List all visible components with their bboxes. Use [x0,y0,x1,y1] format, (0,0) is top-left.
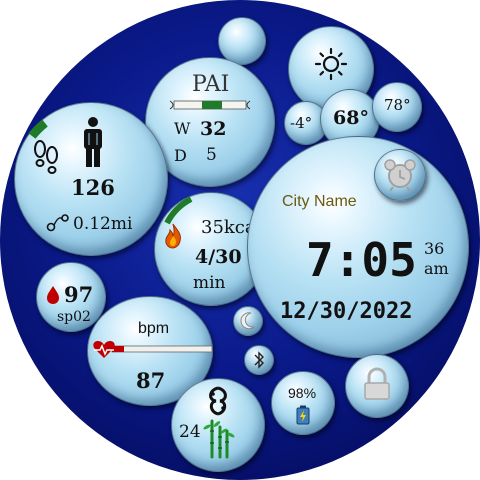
ampm-value: am [424,259,449,278]
heart-rate-label: bpm [138,320,170,337]
city-name: City Name [282,193,357,210]
distance-icon [46,214,69,232]
bluetooth-bubble[interactable] [244,345,274,375]
steps-bubble[interactable]: 126 0.12mi [14,102,168,256]
pai-title: PAI [192,72,230,97]
pai-weekly-label: W [174,119,191,138]
distance-value: 0.12mi [73,214,133,234]
dnd-bubble[interactable] [233,306,263,336]
yin-yang-fish-icon [209,386,227,416]
flame-icon [165,223,181,249]
calories-progress-arc [164,196,193,225]
spo2-value: 97 [64,282,94,307]
steps-progress-arc [28,119,48,139]
calories-value: 35kcal [201,217,262,238]
moon-icon [240,312,255,330]
blood-drop-icon [47,286,59,304]
person-icon [84,117,102,167]
spo2-bubble[interactable]: 97 sp02 [36,262,106,332]
lock-icon [364,367,390,400]
battery-bubble[interactable]: 98% [271,371,335,435]
date-value: 12/30/2022 [280,299,413,324]
active-minutes-unit: min [193,273,226,293]
alarm-bubble[interactable] [374,149,426,201]
bluetooth-icon [254,351,264,369]
time-value: 7:05 [306,233,417,287]
weather-current: 68° [333,107,369,129]
active-minutes-value: 4/30 [195,246,242,268]
battery-charging-icon [296,405,310,425]
bamboo-icon [203,419,235,459]
pai-daily-value: 5 [206,145,217,165]
seconds-value: 36 [424,239,445,258]
footprints-icon [34,140,58,174]
stand-bubble[interactable]: 24 [171,378,265,472]
clock-bubble[interactable]: City Name 7:05 36 am 12/30/2022 [247,136,469,358]
weather-low: -4° [290,114,313,132]
pai-progress-bar [169,100,251,110]
steps-value: 126 [71,175,115,200]
sun-icon [314,47,348,81]
weather-high-bubble[interactable]: 78° [372,82,422,132]
pai-daily-label: D [174,146,187,165]
lock-bubble[interactable] [345,354,409,418]
pai-weekly-value: 32 [200,118,227,140]
spo2-label: sp02 [57,309,91,325]
heart-pulse-icon [93,341,115,358]
heart-rate-value: 87 [136,368,166,393]
decor-bubble-top [218,17,266,65]
stand-value: 24 [179,422,201,442]
battery-percent: 98% [288,385,317,401]
weather-high: 78° [384,96,411,114]
alarm-clock-icon [384,159,416,192]
